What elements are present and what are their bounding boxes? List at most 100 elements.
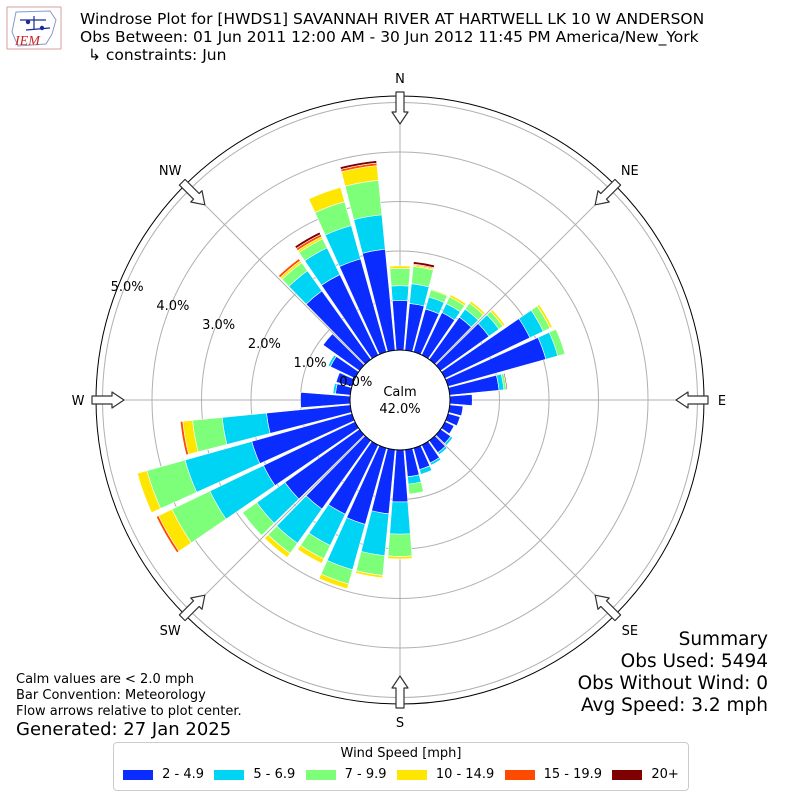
summary-title: Summary bbox=[678, 629, 768, 650]
windrose-segment bbox=[449, 394, 473, 406]
summary-obs-used: Obs Used: 5494 bbox=[620, 651, 768, 672]
chart-period: Obs Between: 01 Jun 2011 12:00 AM - 30 J… bbox=[80, 28, 699, 46]
windrose-segment bbox=[387, 555, 413, 560]
grid-spoke bbox=[435, 435, 616, 616]
windrose-segment bbox=[548, 328, 566, 357]
windrose-segment bbox=[308, 186, 345, 213]
legend-label: 20+ bbox=[651, 767, 679, 782]
grid-spoke bbox=[184, 435, 365, 616]
legend-swatch bbox=[612, 769, 643, 780]
legend-swatch bbox=[214, 769, 245, 780]
flow-arrow-sw bbox=[178, 594, 206, 622]
windrose-segment bbox=[490, 309, 506, 327]
flow-arrow-nw bbox=[178, 178, 206, 206]
generated-date: Generated: 27 Jan 2025 bbox=[16, 719, 232, 740]
legend-label: 10 - 14.9 bbox=[435, 767, 495, 782]
chart-title: Windrose Plot for [HWDS1] SAVANNAH RIVER… bbox=[80, 10, 705, 28]
radial-tick-label: 1.0% bbox=[294, 356, 327, 371]
note-flow: Flow arrows relative to plot center. bbox=[16, 704, 242, 719]
flow-arrow-n bbox=[391, 91, 409, 125]
windrose-segment bbox=[407, 481, 424, 495]
windrose-segment bbox=[344, 179, 383, 221]
windrose-segment bbox=[179, 420, 189, 456]
compass-label-n: N bbox=[395, 72, 405, 87]
calm-value: 42.0% bbox=[379, 402, 420, 417]
windrose-segment bbox=[353, 214, 386, 254]
note-calm: Calm values are < 2.0 mph bbox=[16, 672, 195, 687]
legend-item: 5 - 6.9 bbox=[214, 767, 295, 782]
legend-item: 15 - 19.9 bbox=[504, 767, 602, 782]
windrose-segment bbox=[536, 304, 553, 329]
windrose-segment bbox=[339, 160, 378, 170]
windrose-segment bbox=[389, 265, 411, 270]
windrose-segment bbox=[387, 533, 413, 557]
windrose-segment bbox=[449, 294, 467, 307]
radial-tick-label: 3.0% bbox=[202, 318, 235, 333]
note-convention: Bar Convention: Meteorology bbox=[16, 688, 206, 703]
grid-spoke bbox=[184, 184, 365, 365]
logo-text: IEM bbox=[14, 34, 41, 49]
windrose-segment bbox=[278, 258, 301, 279]
legend-label: 7 - 9.9 bbox=[344, 767, 387, 782]
legend-item: 7 - 9.9 bbox=[305, 767, 387, 782]
windrose-segment bbox=[318, 573, 349, 590]
compass-label-ne: NE bbox=[621, 164, 639, 179]
compass-label-e: E bbox=[718, 394, 726, 409]
summary-box: Summary Obs Used: 5494 Obs Without Wind:… bbox=[578, 629, 768, 717]
radial-tick-label: 0.0% bbox=[339, 375, 372, 390]
compass-label-s: S bbox=[396, 716, 404, 731]
windrose-segment bbox=[294, 231, 322, 249]
windrose-segment bbox=[155, 515, 180, 554]
radial-tick-label: 5.0% bbox=[111, 280, 144, 295]
summary-avg-speed: Avg Speed: 3.2 mph bbox=[580, 695, 768, 716]
compass-label-se: SE bbox=[622, 624, 638, 639]
overlay: Calm 42.0% 0.0% 1.0% 2.0% 3.0% 4.0% 5.0% N NE E SE S… bbox=[72, 72, 727, 731]
windrose-segment bbox=[409, 283, 430, 307]
windrose-segment bbox=[503, 372, 508, 390]
compass-label-nw: NW bbox=[159, 164, 182, 179]
grid-spoke bbox=[435, 184, 616, 365]
legend-label: 2 - 4.9 bbox=[162, 767, 205, 782]
legend-label: 5 - 6.9 bbox=[253, 767, 296, 782]
windrose-segment bbox=[419, 465, 433, 475]
windrose-segment bbox=[389, 268, 411, 287]
windrose-segment bbox=[136, 470, 162, 514]
flow-arrow-e bbox=[675, 391, 709, 409]
flow-arrow-ne bbox=[594, 178, 622, 206]
windrose-segment bbox=[437, 445, 448, 456]
legend-item: 10 - 14.9 bbox=[396, 767, 495, 782]
summary-obs-without-wind: Obs Without Wind: 0 bbox=[577, 673, 768, 694]
legend-item: 2 - 4.9 bbox=[123, 767, 204, 782]
calm-circle bbox=[349, 349, 451, 451]
windrose-segment bbox=[390, 285, 410, 302]
radial-tick-label: 4.0% bbox=[156, 299, 189, 314]
windrose-segment bbox=[192, 417, 228, 453]
windrose-segment bbox=[413, 261, 435, 269]
calm-label: Calm bbox=[383, 385, 416, 400]
windrose-segment bbox=[355, 570, 384, 579]
flow-arrow-w bbox=[91, 391, 125, 409]
flow-arrow-s bbox=[391, 675, 409, 709]
windrose-segment bbox=[242, 502, 275, 536]
legend-item: 20+ bbox=[612, 767, 679, 782]
iem-logo: IEM bbox=[6, 6, 62, 50]
legend-title: Wind Speed [mph] bbox=[340, 746, 462, 761]
compass-label-w: W bbox=[72, 394, 85, 409]
windrose-segment bbox=[264, 534, 291, 558]
notes: Calm values are < 2.0 mph Bar Convention… bbox=[16, 672, 242, 720]
chart-constraints: ↳ constraints: Jun bbox=[88, 46, 227, 64]
windrose-segment bbox=[429, 457, 442, 466]
radial-tick-label: 2.0% bbox=[248, 337, 281, 352]
windrose-segment bbox=[327, 354, 337, 368]
windrose-segment bbox=[297, 544, 325, 564]
legend-swatch bbox=[396, 769, 427, 780]
windrose-segment bbox=[332, 382, 338, 394]
legend-swatch bbox=[305, 769, 336, 780]
legend-items: 2 - 4.9 5 - 6.9 7 - 9.9 10 - 14.9 15 - 19.9 2… bbox=[118, 767, 684, 782]
windrose-bars bbox=[136, 160, 566, 590]
windrose-segment bbox=[444, 435, 454, 446]
legend-swatch bbox=[504, 769, 535, 780]
windrose-segment bbox=[389, 501, 411, 535]
windrose-segment bbox=[469, 300, 486, 316]
